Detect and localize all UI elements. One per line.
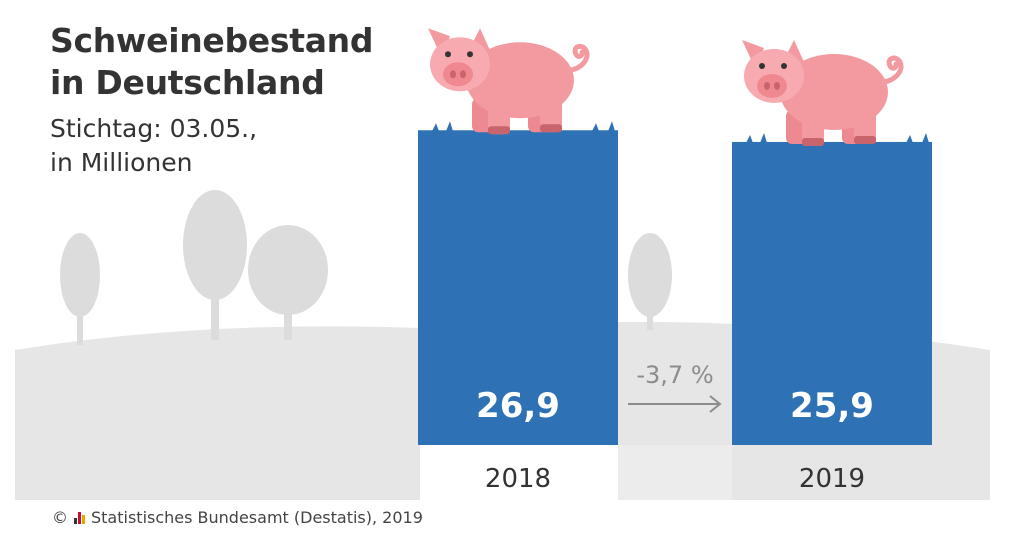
grass-decoration	[432, 121, 615, 132]
bar-2019	[732, 141, 932, 445]
source-text: Statistisches Bundesamt (Destatis), 2019	[91, 508, 423, 527]
grass-decoration	[746, 132, 929, 143]
bar-value-label: 26,9	[476, 386, 560, 426]
chart-title: Schweinebestand in Deutschland	[50, 20, 373, 104]
x-tick-label: 2018	[485, 464, 551, 494]
bar-group: 26,9 2018 25,9 2019 -3,7 %	[418, 28, 932, 494]
pig-icon	[428, 28, 587, 134]
subtitle-line-1: Stichtag: 03.05.,	[50, 114, 258, 143]
copyright-symbol: ©	[52, 508, 68, 527]
pig-icon	[742, 40, 901, 146]
arrow-right-icon	[628, 395, 722, 413]
change-label: -3,7 %	[636, 361, 713, 389]
chart-subtitle: Stichtag: 03.05., in Millionen	[50, 112, 257, 180]
bar-value-label: 25,9	[790, 386, 874, 426]
footer-source: © Statistisches Bundesamt (Destatis), 20…	[52, 508, 423, 527]
subtitle-line-2: in Millionen	[50, 148, 193, 177]
bar-2018	[418, 130, 618, 445]
x-tick-label: 2019	[799, 464, 865, 494]
title-line-2: in Deutschland	[50, 63, 325, 102]
tree-icon	[60, 190, 672, 345]
destatis-logo-icon	[74, 511, 85, 524]
title-line-1: Schweinebestand	[50, 21, 374, 60]
